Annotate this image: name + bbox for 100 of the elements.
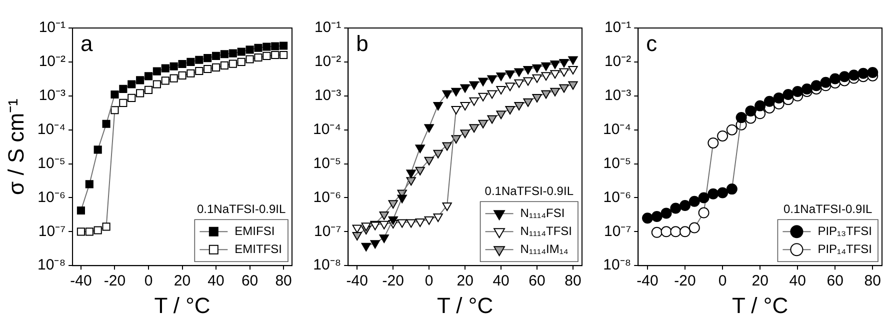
x-tick-label: 20: [752, 272, 768, 290]
x-axis-title: T / °C: [154, 292, 210, 318]
x-tick-label: -40: [70, 272, 92, 290]
legend-label: N₁₁₁₄IM₁₄: [520, 242, 568, 256]
point: [424, 216, 434, 225]
point: [698, 207, 710, 218]
x-tick-label: 40: [208, 272, 224, 290]
x-tick-label: -40: [346, 272, 368, 290]
point: [110, 90, 119, 99]
point: [792, 86, 804, 97]
point: [370, 240, 380, 249]
point: [388, 216, 398, 225]
point: [119, 84, 128, 93]
point: [352, 232, 362, 240]
point: [559, 84, 569, 93]
point: [451, 88, 461, 96]
point: [128, 80, 136, 88]
point: [745, 105, 756, 116]
point: [478, 78, 488, 86]
point: [246, 55, 254, 64]
point: [406, 177, 416, 186]
point: [406, 219, 416, 228]
point: [523, 77, 533, 86]
point: [688, 222, 700, 234]
y-tick-label: 10⁻⁵: [313, 154, 342, 172]
legend-title: 0.1NaTFSI-0.9IL: [783, 202, 873, 216]
annotation: b: [356, 31, 368, 56]
x-tick-label: 0: [424, 272, 434, 290]
point: [442, 202, 452, 211]
point: [680, 226, 691, 238]
point: [532, 74, 542, 83]
point: [532, 94, 542, 102]
point: [698, 192, 710, 204]
point: [433, 102, 443, 110]
legend-label: EMITFSI: [234, 242, 282, 256]
point: [262, 42, 271, 51]
point: [271, 50, 280, 60]
y-tick-label: 10⁻⁶: [313, 188, 342, 206]
point: [110, 106, 119, 114]
point: [460, 130, 470, 138]
point: [764, 96, 775, 107]
point: [379, 212, 389, 220]
point: [708, 137, 719, 148]
point: [424, 124, 434, 133]
point: [415, 166, 425, 176]
point: [161, 64, 170, 72]
y-tick-label: 10⁻⁸: [313, 256, 342, 274]
x-tick-label: 80: [864, 272, 881, 290]
point: [541, 72, 551, 81]
point: [487, 75, 497, 84]
point: [379, 220, 389, 230]
point: [220, 61, 229, 70]
x-tick-label: -20: [104, 272, 126, 290]
point: [228, 60, 237, 68]
y-tick-label: 10⁻⁷: [314, 222, 342, 240]
point: [144, 86, 153, 94]
y-tick-label: 10⁻⁴: [602, 120, 632, 138]
point: [523, 98, 533, 107]
point: [415, 144, 425, 154]
point: [726, 124, 738, 136]
annotation: a: [80, 31, 94, 56]
point: [94, 226, 102, 234]
point: [178, 71, 186, 80]
point: [433, 150, 443, 158]
point: [496, 86, 506, 94]
point: [136, 76, 144, 84]
y-tick-label: 10⁻⁶: [38, 188, 66, 206]
x-tick-label: -40: [636, 272, 658, 290]
point: [726, 184, 738, 195]
point: [550, 60, 560, 69]
x-tick-label: 60: [241, 272, 258, 290]
point: [271, 42, 280, 50]
point: [397, 219, 407, 228]
legend-label: EMIFSI: [234, 224, 275, 238]
point: [469, 124, 479, 133]
point: [736, 112, 747, 124]
point: [559, 58, 569, 68]
point: [717, 187, 728, 198]
point: [204, 64, 212, 74]
point: [487, 90, 497, 99]
annotation: c: [646, 31, 658, 56]
point: [161, 76, 170, 85]
y-tick-label: 10⁻⁵: [603, 154, 632, 172]
x-axis-title: T / °C: [732, 292, 788, 318]
point: [228, 49, 237, 58]
point: [212, 63, 220, 72]
point: [532, 64, 542, 73]
point: [496, 110, 506, 120]
point: [550, 88, 560, 96]
point: [460, 102, 470, 110]
point: [782, 88, 794, 100]
y-tick-label: 10⁻⁴: [312, 120, 342, 138]
y-tick-label: 10⁻⁵: [38, 154, 66, 172]
legend-label: PIP₁₃TFSI: [818, 224, 872, 238]
point: [76, 228, 86, 236]
point: [754, 100, 766, 112]
x-axis-title: T / °C: [437, 292, 494, 318]
y-axis-title: σ / S cm⁻¹: [3, 98, 28, 195]
point: [496, 72, 506, 81]
point: [541, 90, 551, 99]
